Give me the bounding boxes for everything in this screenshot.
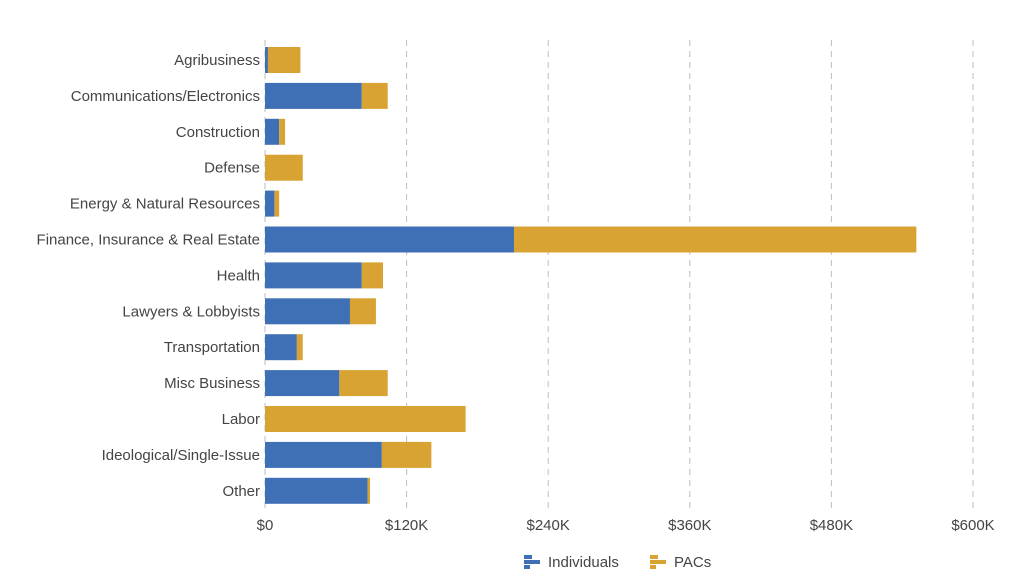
legend-label: Individuals	[548, 554, 619, 571]
bar-individuals-9[interactable]	[265, 370, 340, 397]
bar-individuals-2[interactable]	[265, 118, 280, 145]
x-tick-label: $600K	[951, 517, 994, 534]
bar-pacs-2[interactable]	[279, 118, 286, 145]
category-label: Labor	[222, 411, 260, 428]
category-label: Finance, Insurance & Real Estate	[37, 232, 260, 249]
bar-individuals-7[interactable]	[265, 298, 350, 325]
bar-individuals-4[interactable]	[265, 190, 275, 217]
category-label: Ideological/Single-Issue	[102, 447, 260, 464]
bar-pacs-4[interactable]	[274, 190, 280, 217]
bar-individuals-1[interactable]	[265, 82, 362, 109]
legend-label: PACs	[674, 554, 711, 571]
category-label: Misc Business	[164, 375, 260, 392]
x-tick-label: $240K	[527, 517, 570, 534]
legend-bar-icon	[524, 555, 540, 569]
legend-item-individuals[interactable]: Individuals	[524, 554, 619, 571]
x-tick-label: $360K	[668, 517, 711, 534]
bar-individuals-6[interactable]	[265, 262, 362, 289]
x-tick-label: $0	[257, 517, 274, 534]
bar-individuals-11[interactable]	[265, 441, 382, 468]
bar-pacs-9[interactable]	[339, 370, 388, 397]
bar-pacs-6[interactable]	[361, 262, 383, 289]
bar-individuals-5[interactable]	[265, 226, 514, 253]
category-label: Health	[217, 267, 260, 284]
category-label: Energy & Natural Resources	[70, 196, 260, 213]
x-tick-label: $480K	[810, 517, 853, 534]
category-labels: Agribusiness Communications/Electronics Co…	[37, 52, 260, 500]
legend[interactable]: Individuals PACs	[524, 554, 711, 571]
legend-item-pacs[interactable]: PACs	[650, 554, 711, 571]
bar-pacs-12[interactable]	[367, 477, 371, 504]
bar-pacs-8[interactable]	[296, 334, 303, 361]
bar-pacs-0[interactable]	[267, 47, 301, 73]
bar-pacs-3[interactable]	[265, 154, 303, 181]
bar-pacs-7[interactable]	[349, 298, 376, 325]
bar-individuals-8[interactable]	[265, 334, 297, 361]
category-label: Agribusiness	[174, 52, 260, 69]
category-label: Communications/Electronics	[71, 88, 260, 105]
category-label: Defense	[204, 160, 260, 177]
x-tick-label: $120K	[385, 517, 428, 534]
bar-individuals-12[interactable]	[265, 477, 368, 504]
category-label: Other	[222, 483, 260, 500]
bars-layer	[265, 47, 917, 504]
bar-pacs-11[interactable]	[381, 441, 432, 468]
category-label: Transportation	[164, 339, 260, 356]
x-axis-ticks: $0 $120K $240K $360K $480K $600K	[257, 517, 995, 534]
category-label: Construction	[176, 124, 260, 141]
legend-bar-icon	[650, 555, 666, 569]
bar-pacs-10[interactable]	[265, 406, 466, 432]
bar-individuals-0[interactable]	[265, 47, 268, 73]
category-label: Lawyers & Lobbyists	[122, 303, 260, 320]
bar-pacs-1[interactable]	[361, 82, 388, 109]
bar-pacs-5[interactable]	[513, 226, 917, 253]
